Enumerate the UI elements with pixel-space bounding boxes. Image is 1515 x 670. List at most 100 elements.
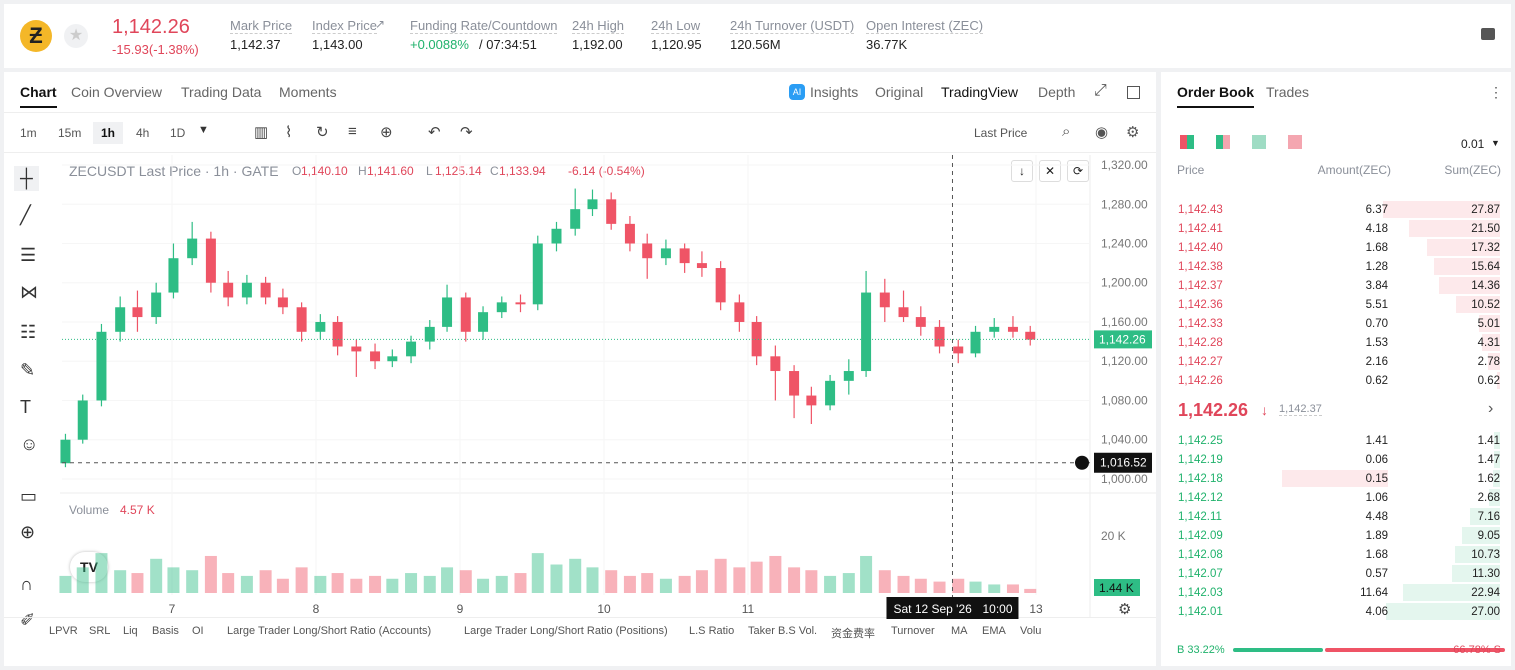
- volume-bar: [1024, 588, 1037, 593]
- candle-body: [806, 395, 817, 406]
- divider: [4, 617, 1156, 618]
- tab[interactable]: Moments: [279, 84, 337, 100]
- indicator[interactable]: L.S Ratio: [689, 625, 735, 637]
- drawing-tool[interactable]: T: [20, 397, 31, 417]
- layout-icon[interactable]: [1481, 28, 1495, 40]
- price-type[interactable]: Last Price: [974, 126, 1028, 140]
- drawing-tool[interactable]: ┼: [14, 166, 39, 191]
- candle-body: [406, 341, 417, 357]
- candle-body: [825, 380, 836, 406]
- drawing-tool[interactable]: ⋈: [20, 282, 38, 302]
- indicator[interactable]: LPVR: [49, 625, 78, 637]
- drawing-tool[interactable]: ⊕: [20, 522, 36, 542]
- drawing-tool[interactable]: ▭: [20, 486, 38, 506]
- ob-sum: 7.16: [1477, 511, 1500, 523]
- ob-tab[interactable]: Order Book: [1177, 84, 1255, 108]
- x-tick-label: 9: [457, 602, 464, 616]
- legend-key: O: [292, 164, 302, 178]
- toolbar-icon[interactable]: ↻: [316, 124, 329, 141]
- ob-price: 1,142.28: [1178, 337, 1223, 349]
- view-tab[interactable]: Depth: [1038, 84, 1076, 100]
- indicator[interactable]: EMA: [982, 625, 1006, 637]
- indicator[interactable]: Basis: [152, 625, 179, 637]
- drawing-tool[interactable]: ☷: [20, 322, 37, 342]
- toolbar-icon[interactable]: ⌇: [285, 124, 293, 141]
- chart-settings[interactable]: ⚙: [1118, 601, 1132, 618]
- drawing-tool[interactable]: ✎: [20, 360, 36, 380]
- volume-bar: [933, 581, 946, 593]
- stat-value: 120.56M: [730, 37, 781, 52]
- interval[interactable]: 1D: [170, 126, 186, 140]
- view-tab[interactable]: Insights: [810, 84, 859, 100]
- indicator[interactable]: Large Trader Long/Short Ratio (Accounts): [227, 625, 432, 637]
- candle-body: [843, 371, 854, 381]
- ob-view[interactable]: [1180, 135, 1194, 149]
- ob-tab[interactable]: Trades: [1266, 84, 1310, 100]
- indicator[interactable]: MA: [951, 625, 968, 637]
- ob-precision[interactable]: 0.01: [1461, 137, 1485, 151]
- ob-amount: 1.41: [1365, 435, 1388, 447]
- depth-bar: [1382, 201, 1500, 218]
- indicator[interactable]: Volu: [1020, 625, 1042, 637]
- ob-sum: 1.41: [1477, 435, 1500, 447]
- depth-bar: [1434, 258, 1500, 275]
- tab[interactable]: Trading Data: [181, 84, 262, 100]
- drawing-tool[interactable]: ☰: [20, 245, 37, 265]
- indicator[interactable]: Liq: [123, 625, 138, 637]
- indicator[interactable]: 资金费率: [831, 628, 875, 640]
- ob-view[interactable]: [1216, 135, 1230, 149]
- drawing-tool[interactable]: ☺: [20, 434, 39, 454]
- candle-body: [1025, 331, 1036, 340]
- toolbar-icon[interactable]: ▥: [254, 124, 269, 141]
- ob-sum: 9.05: [1477, 530, 1500, 542]
- drawing-tool[interactable]: ╱: [20, 205, 31, 225]
- toolbar-icon[interactable]: ≡: [348, 123, 357, 140]
- y-tick-label: 1,000.00: [1101, 472, 1148, 486]
- volume-bar: [59, 575, 72, 593]
- interval[interactable]: 1h: [93, 122, 124, 144]
- ob-price: 1,142.12: [1178, 492, 1223, 504]
- interval[interactable]: 15m: [58, 126, 82, 140]
- tab[interactable]: Coin Overview: [71, 84, 163, 100]
- crosshair-plus: [1075, 455, 1089, 470]
- interval[interactable]: 1m: [20, 126, 37, 140]
- ob-sum: 14.36: [1471, 280, 1500, 292]
- view-tab[interactable]: Original: [875, 84, 924, 100]
- tab[interactable]: Chart: [20, 84, 57, 108]
- ob-price: 1,142.33: [1178, 318, 1223, 330]
- volume-bar: [186, 570, 199, 593]
- volume-bar: [514, 573, 527, 593]
- indicator[interactable]: OI: [192, 625, 204, 637]
- indicator[interactable]: Turnover: [891, 625, 935, 637]
- toolbar-icon[interactable]: ⚙: [1126, 124, 1140, 141]
- volume-bar: [569, 558, 582, 593]
- last-volume-tag: [1094, 579, 1140, 596]
- drawing-tool[interactable]: ∩: [20, 574, 33, 594]
- toolbar-icon[interactable]: ⊕: [380, 124, 393, 141]
- ob-more[interactable]: ›: [1488, 400, 1494, 417]
- buy-label: B 33.22%: [1177, 644, 1225, 656]
- indicator[interactable]: Large Trader Long/Short Ratio (Positions…: [464, 625, 668, 637]
- indicator[interactable]: SRL: [89, 625, 111, 637]
- ob-sum: 1.62: [1477, 473, 1500, 485]
- view-tab[interactable]: TradingView: [941, 84, 1019, 100]
- candle-body: [187, 238, 198, 259]
- toolbar-icon[interactable]: ⌕: [1062, 123, 1071, 140]
- toolbar-icon[interactable]: ◉: [1095, 124, 1109, 141]
- depth-bar: [1461, 527, 1500, 544]
- toolbar-icon[interactable]: ↷: [460, 124, 473, 141]
- drawing-tool[interactable]: ✐: [20, 610, 36, 630]
- indicator[interactable]: Taker B.S Vol.: [748, 625, 818, 637]
- interval[interactable]: 4h: [136, 126, 150, 140]
- toolbar-icon[interactable]: ↶: [428, 124, 441, 141]
- ob-view[interactable]: [1288, 135, 1302, 149]
- ob-sum: 5.01: [1477, 318, 1500, 330]
- candle-body: [260, 282, 271, 298]
- favorite[interactable]: ★: [64, 24, 88, 48]
- ob-view[interactable]: [1252, 135, 1266, 149]
- ob-amount: 4.06: [1365, 606, 1388, 618]
- ob-sum: 2.68: [1477, 492, 1500, 504]
- candle-body: [642, 243, 653, 259]
- ob-menu[interactable]: ⋮: [1489, 84, 1503, 100]
- volume-bar: [259, 570, 272, 593]
